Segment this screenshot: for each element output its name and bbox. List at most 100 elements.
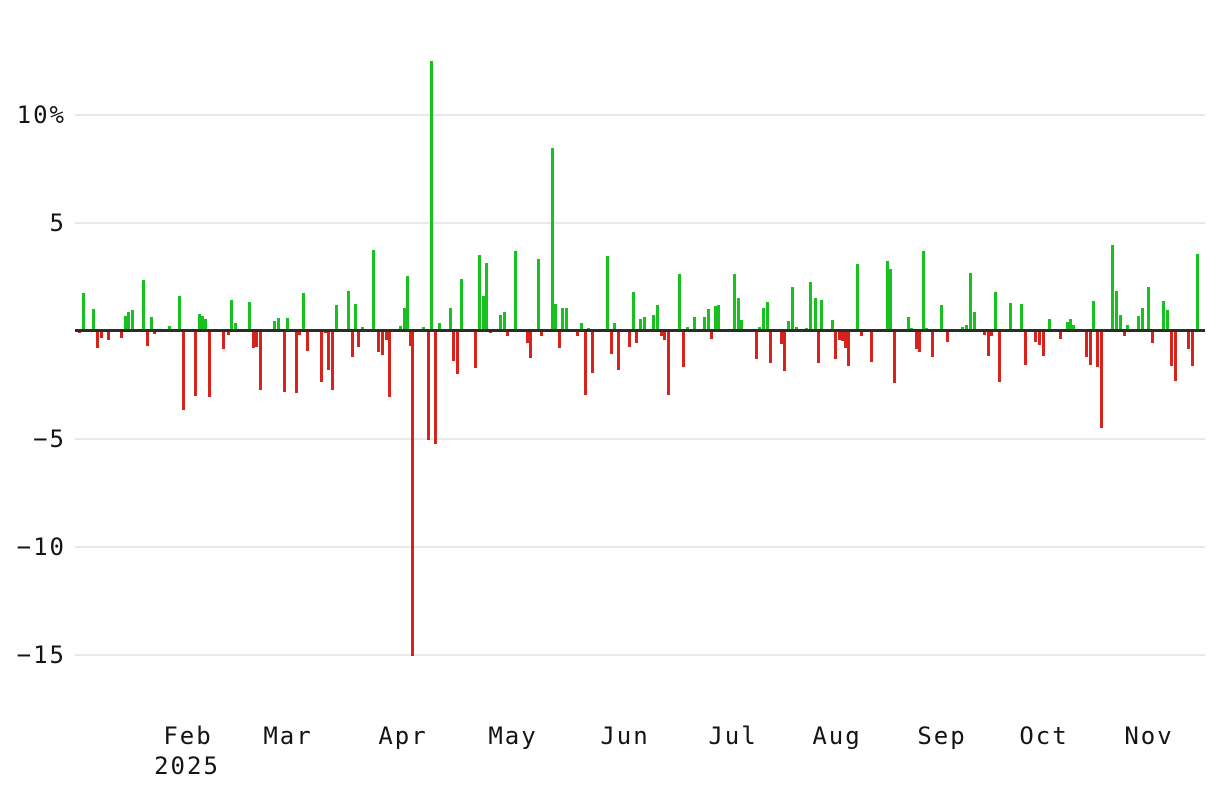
bar-positive (656, 305, 659, 331)
zero-axis-line (75, 329, 1205, 332)
bar-positive (1147, 287, 1150, 331)
bar-negative (427, 330, 430, 440)
bar-positive (460, 279, 463, 331)
bar-negative (1191, 330, 1194, 366)
bar-negative (628, 330, 631, 347)
bar-negative (1089, 330, 1092, 365)
bar-negative (540, 330, 543, 336)
bar-positive (347, 291, 350, 331)
bar-negative (783, 330, 786, 371)
bar-positive (994, 292, 997, 331)
bar-negative (946, 330, 949, 342)
bar-positive (248, 302, 251, 331)
bar-positive (1111, 245, 1114, 331)
x-tick-label-jun: Jun (600, 722, 650, 750)
bar-negative (474, 330, 477, 368)
bar-positive (124, 316, 127, 331)
bar-negative (1100, 330, 1103, 428)
bar-positive (1196, 254, 1199, 331)
bar-negative (1174, 330, 1177, 381)
bar-negative (918, 330, 921, 352)
bar-negative (983, 330, 986, 335)
bar-positive (335, 305, 338, 331)
bar-positive (1072, 325, 1075, 331)
bar-positive (693, 317, 696, 331)
bar-negative (915, 330, 918, 349)
bar-positive (499, 315, 502, 331)
bar-positive (503, 312, 506, 331)
bar-positive (150, 317, 153, 331)
bar-negative (635, 330, 638, 343)
bar-negative (667, 330, 670, 395)
bar-positive (514, 251, 517, 331)
x-axis-year-label: 2025 (154, 752, 220, 780)
bar-positive (302, 293, 305, 331)
gridline (75, 654, 1205, 656)
bar-negative (990, 330, 993, 336)
bar-positive (131, 310, 134, 331)
bar-positive (652, 315, 655, 331)
bar-positive (831, 320, 834, 331)
x-tick-label-nov: Nov (1124, 722, 1174, 750)
bar-negative (259, 330, 262, 390)
bar-negative (153, 330, 156, 334)
bar-negative (452, 330, 455, 361)
bar-negative (1085, 330, 1088, 357)
bar-positive (643, 317, 646, 331)
bar-positive (809, 282, 812, 331)
bar-positive (354, 304, 357, 331)
bar-positive (791, 287, 794, 331)
gridline (75, 114, 1205, 116)
bar-negative (931, 330, 934, 357)
bar-positive (142, 280, 145, 331)
gridline (75, 546, 1205, 548)
bar-positive (1166, 310, 1169, 331)
bar-positive (537, 259, 540, 331)
bar-positive (714, 306, 717, 331)
bar-positive (230, 300, 233, 331)
bar-negative (385, 330, 388, 340)
bar-positive (1069, 319, 1072, 331)
bar-positive (632, 292, 635, 331)
x-tick-label-aug: Aug (812, 722, 862, 750)
bar-positive (856, 264, 859, 331)
bar-negative (255, 330, 258, 347)
bar-positive (639, 319, 642, 331)
bar-negative (456, 330, 459, 374)
bar-positive (1048, 319, 1051, 331)
bar-negative (222, 330, 225, 349)
bar-negative (780, 330, 783, 344)
y-tick-label: −5 (33, 425, 66, 453)
bar-positive (703, 317, 706, 331)
bar-positive (1137, 316, 1140, 331)
bar-positive (561, 308, 564, 331)
bar-positive (1115, 291, 1118, 331)
bar-negative (298, 330, 301, 335)
bar-positive (733, 274, 736, 331)
bar-positive (889, 269, 892, 331)
bar-positive (965, 325, 968, 331)
bar-positive (922, 251, 925, 331)
bar-positive (1126, 325, 1129, 331)
bar-positive (1066, 322, 1069, 331)
bar-negative (1034, 330, 1037, 342)
bar-positive (551, 148, 554, 331)
bar-negative (610, 330, 613, 354)
bar-negative (331, 330, 334, 390)
bar-negative (506, 330, 509, 336)
bar-positive (580, 323, 583, 331)
bar-negative (663, 330, 666, 340)
bar-positive (478, 255, 481, 331)
bar-negative (834, 330, 837, 359)
bar-positive (820, 300, 823, 331)
bar-negative (1187, 330, 1190, 349)
bar-negative (409, 330, 412, 346)
x-tick-label-apr: Apr (378, 722, 428, 750)
bar-positive (485, 263, 488, 331)
bar-positive (1162, 301, 1165, 331)
bar-negative (208, 330, 211, 397)
bar-negative (1096, 330, 1099, 367)
bar-positive (168, 326, 171, 331)
bar-positive (204, 319, 207, 331)
